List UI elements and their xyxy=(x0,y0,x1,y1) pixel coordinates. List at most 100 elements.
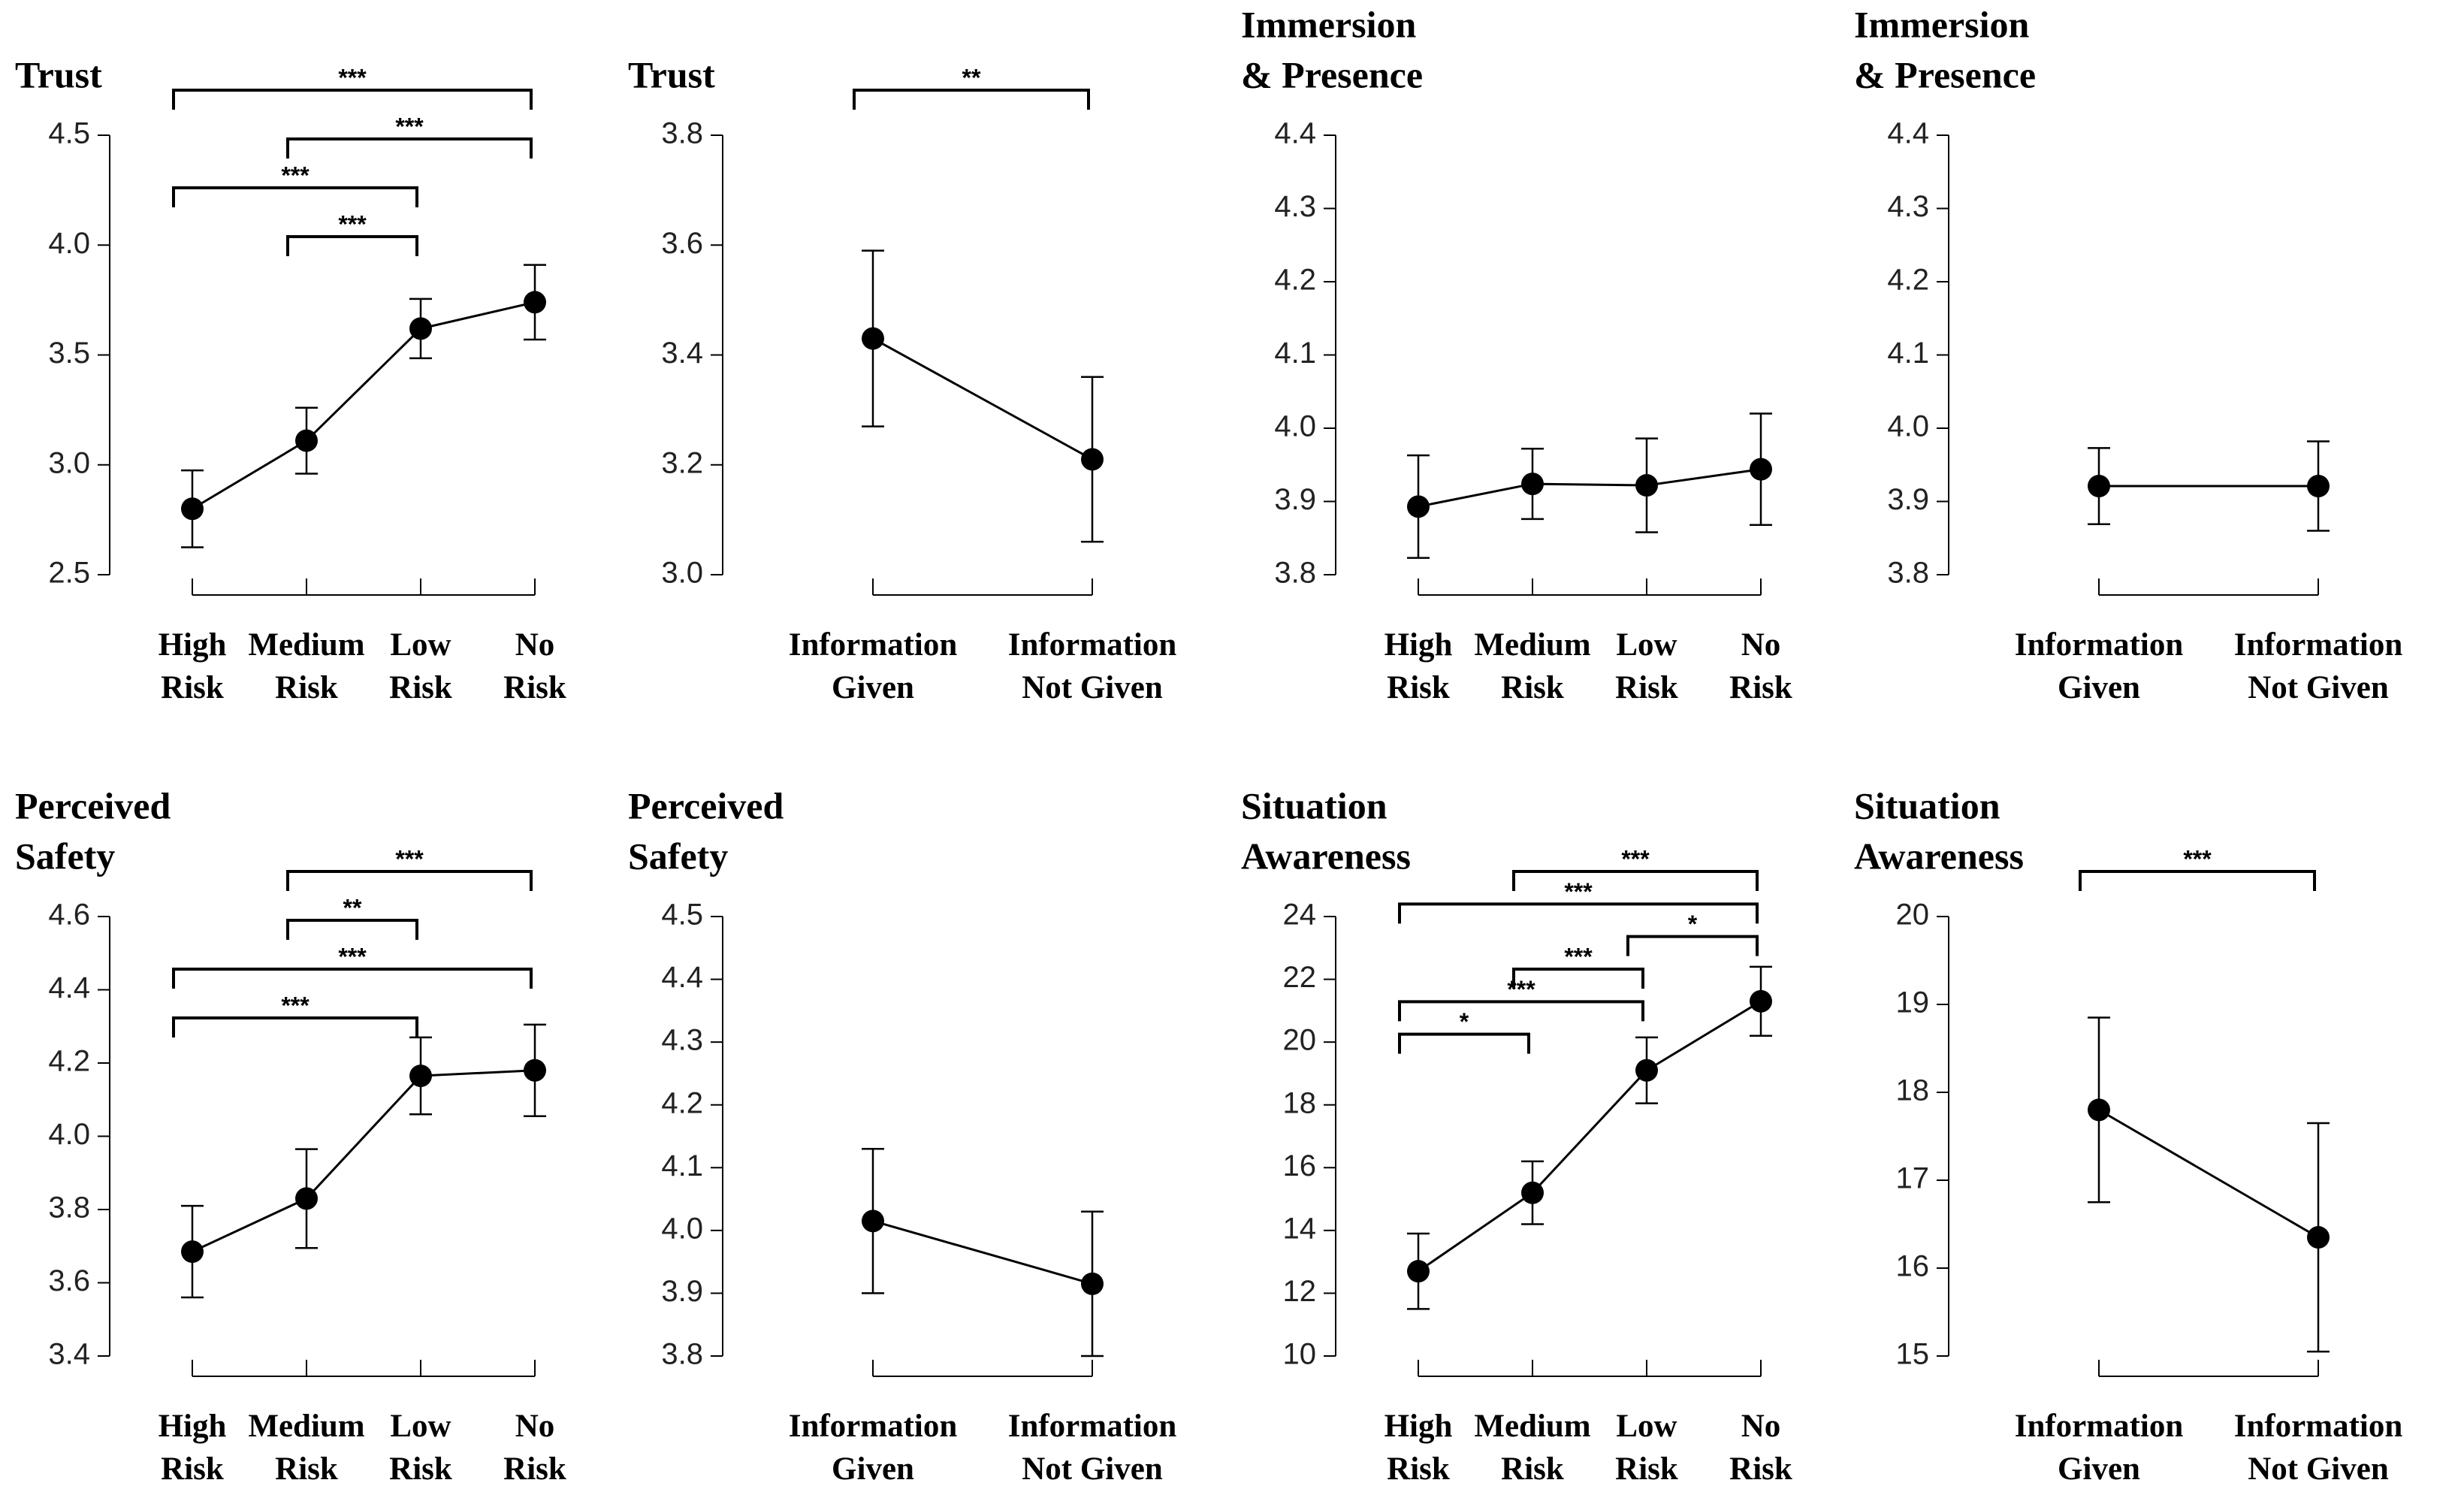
x-tick-label: Information xyxy=(2015,1409,2184,1444)
y-tick-label: 22 xyxy=(1283,961,1317,994)
y-tick-label: 3.8 xyxy=(661,1338,703,1371)
mean-point xyxy=(1635,1059,1658,1082)
mean-line xyxy=(192,301,536,510)
y-tick-label: 16 xyxy=(1283,1149,1317,1182)
y-tick-label: 4.3 xyxy=(1887,190,1929,223)
x-tick-label: Not Given xyxy=(2248,670,2389,705)
panel-title: Immersion xyxy=(1241,3,1416,45)
y-tick-label: 4.3 xyxy=(1274,190,1316,223)
mean-line xyxy=(872,1219,1093,1285)
y-tick-label: 4.0 xyxy=(661,1212,703,1245)
mean-point xyxy=(181,1240,204,1264)
y-tick-label: 16 xyxy=(1896,1250,1930,1283)
mean-point xyxy=(1750,458,1772,481)
significance-label: *** xyxy=(338,64,367,91)
x-tick-label: Risk xyxy=(1729,670,1792,705)
significance-label: *** xyxy=(395,845,424,872)
x-tick-label: Not Given xyxy=(1022,670,1163,705)
mean-point xyxy=(1081,448,1104,471)
x-tick-label: Given xyxy=(832,1451,914,1487)
mean-point xyxy=(1407,495,1430,518)
x-tick-label: Not Given xyxy=(2248,1451,2389,1487)
y-tick-label: 18 xyxy=(1283,1086,1317,1119)
mean-line xyxy=(1418,468,1762,508)
y-tick-label: 10 xyxy=(1283,1338,1317,1371)
significance-bracket xyxy=(172,968,533,989)
y-tick-label: 4.0 xyxy=(48,1118,90,1151)
significance-label: *** xyxy=(338,210,367,237)
y-tick-label: 3.0 xyxy=(661,557,703,590)
x-tick-label: Information xyxy=(1008,1409,1177,1444)
y-tick-label: 4.5 xyxy=(48,117,90,150)
significance-bracket xyxy=(172,186,418,207)
mean-point xyxy=(409,1065,432,1088)
x-tick-label: Risk xyxy=(389,670,452,705)
x-tick-label: Information xyxy=(2234,1409,2403,1444)
panel-title: Safety xyxy=(628,835,728,877)
x-tick-label: Medium xyxy=(1474,1409,1590,1444)
y-tick-label: 4.2 xyxy=(1887,264,1929,297)
significance-label: *** xyxy=(2183,845,2212,872)
mean-point xyxy=(862,1210,884,1233)
y-tick-label: 2.5 xyxy=(48,557,90,590)
mean-point xyxy=(2307,1226,2330,1249)
y-tick-label: 12 xyxy=(1283,1275,1317,1308)
significance-label: *** xyxy=(281,992,310,1019)
significance-label: * xyxy=(1688,911,1698,938)
y-tick-label: 3.8 xyxy=(48,1191,90,1225)
x-tick-label: Low xyxy=(390,627,451,663)
y-tick-label: 4.0 xyxy=(1274,410,1316,443)
significance-bracket xyxy=(1398,1000,1644,1022)
y-tick-label: 4.4 xyxy=(48,971,90,1004)
mean-point xyxy=(181,497,204,521)
x-tick-label: Risk xyxy=(1501,670,1564,705)
panel-title: Safety xyxy=(15,835,115,877)
mean-line xyxy=(872,337,1093,461)
y-tick-label: 3.4 xyxy=(48,1338,90,1371)
significance-label: *** xyxy=(1621,845,1650,872)
mean-point xyxy=(1750,989,1772,1013)
mean-point xyxy=(524,291,546,314)
x-tick-label: Risk xyxy=(503,670,566,705)
y-tick-label: 4.1 xyxy=(1274,337,1316,370)
mean-point xyxy=(1521,473,1544,496)
x-tick-label: Information xyxy=(789,627,958,663)
significance-label: * xyxy=(1460,1008,1469,1035)
x-tick-label: High xyxy=(159,627,227,663)
y-tick-label: 3.0 xyxy=(48,446,90,479)
mean-point xyxy=(295,429,318,452)
mean-point xyxy=(1521,1181,1544,1204)
x-tick-label: Low xyxy=(1616,627,1677,663)
mean-point xyxy=(524,1059,546,1082)
x-tick-label: Risk xyxy=(389,1451,452,1487)
x-tick-label: Risk xyxy=(161,670,224,705)
y-tick-label: 4.0 xyxy=(48,227,90,260)
x-tick-label: No xyxy=(1741,627,1781,663)
y-tick-label: 4.2 xyxy=(1274,264,1316,297)
y-tick-label: 15 xyxy=(1896,1338,1930,1371)
y-tick-label: 4.1 xyxy=(1887,337,1929,370)
y-tick-label: 3.8 xyxy=(661,117,703,150)
x-tick-label: Low xyxy=(1616,1409,1677,1444)
mean-line xyxy=(2098,1109,2319,1239)
significance-label: *** xyxy=(1564,943,1593,970)
y-tick-label: 4.4 xyxy=(1274,117,1316,150)
y-tick-label: 4.5 xyxy=(661,898,703,932)
y-tick-label: 4.1 xyxy=(661,1149,703,1182)
x-tick-label: Information xyxy=(2015,627,2184,663)
mean-point xyxy=(2088,475,2110,498)
significance-bracket xyxy=(853,89,1090,110)
y-tick-label: 4.3 xyxy=(661,1024,703,1057)
x-tick-label: Medium xyxy=(1474,627,1590,663)
y-tick-label: 14 xyxy=(1283,1212,1317,1245)
mean-point xyxy=(862,327,884,350)
panel-title: Perceived xyxy=(15,784,171,826)
panel-title: Awareness xyxy=(1241,835,1411,877)
x-tick-label: No xyxy=(515,1409,555,1444)
y-tick-label: 3.9 xyxy=(661,1275,703,1308)
x-tick-label: Not Given xyxy=(1022,1451,1163,1487)
y-tick-label: 4.2 xyxy=(661,1086,703,1119)
significance-label: ** xyxy=(962,64,981,91)
panel-title: Situation xyxy=(1241,784,1388,826)
